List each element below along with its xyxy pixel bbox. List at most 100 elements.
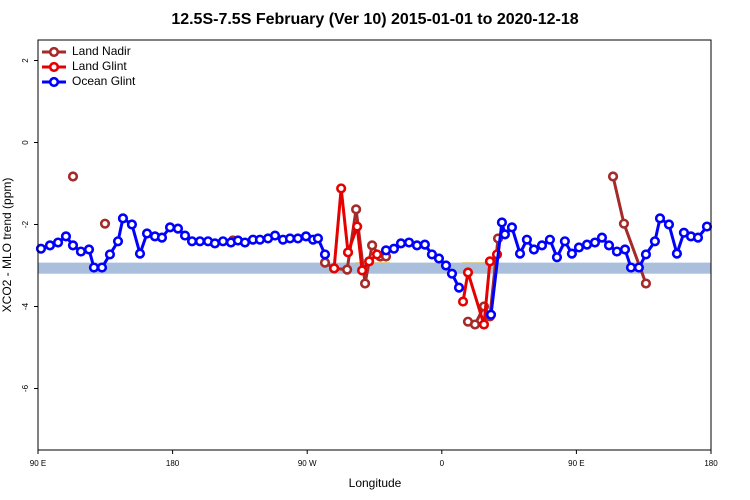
point-marker [514, 248, 526, 259]
point-marker [499, 229, 511, 240]
point-marker [134, 248, 146, 259]
x-tick-label: 180 [704, 459, 718, 468]
point-marker [633, 262, 645, 273]
point-marker [239, 237, 251, 248]
plot-area [35, 171, 713, 330]
point-marker [619, 244, 631, 255]
point-marker [649, 236, 661, 247]
point-marker [329, 263, 340, 274]
point-marker [141, 228, 153, 239]
legend-label: Land Nadir [72, 44, 131, 58]
point-marker [359, 278, 371, 289]
point-marker [380, 245, 392, 256]
point-marker [551, 252, 563, 263]
point-marker [319, 249, 331, 260]
point-marker [611, 246, 623, 257]
point-marker [179, 230, 191, 241]
y-axis-label: XCO2 - MLO trend (ppm) [0, 178, 14, 313]
point-marker [671, 248, 683, 259]
point-marker [607, 171, 619, 182]
x-tick-label: 0 [440, 459, 445, 468]
legend-marker [48, 46, 60, 58]
point-marker [573, 242, 585, 253]
point-marker [484, 256, 496, 267]
point-marker [536, 240, 548, 251]
point-marker [701, 221, 713, 232]
point-marker [44, 240, 56, 251]
point-marker [559, 236, 570, 247]
y-tick-label: 0 [21, 140, 30, 145]
point-marker [433, 253, 445, 264]
point-marker [172, 223, 184, 234]
point-marker [269, 230, 281, 241]
point-marker [156, 232, 168, 243]
point-marker [364, 256, 375, 267]
point-marker [566, 248, 578, 259]
point-marker [371, 249, 383, 260]
point-marker [453, 282, 465, 293]
point-marker [640, 278, 652, 289]
point-marker [419, 239, 431, 250]
x-tick-label: 90 E [568, 459, 584, 468]
point-marker [692, 232, 704, 243]
point-marker [217, 236, 229, 247]
point-marker [640, 249, 652, 260]
point-marker [319, 257, 331, 268]
point-marker [596, 232, 608, 243]
point-marker [112, 236, 124, 247]
x-axis-label: Longitude [349, 476, 402, 490]
point-marker [618, 218, 630, 229]
point-marker [88, 262, 100, 273]
point-marker [164, 222, 176, 233]
point-marker [496, 217, 508, 228]
point-marker [469, 319, 481, 330]
point-marker [388, 243, 400, 254]
point-marker [336, 183, 347, 194]
point-marker [521, 234, 532, 245]
y-tick-label: -2 [21, 220, 30, 228]
point-marker [83, 244, 95, 255]
x-tick-label: 90 W [298, 459, 317, 468]
y-tick-label: -4 [21, 302, 30, 310]
point-marker [284, 233, 296, 244]
point-marker [35, 243, 47, 254]
point-marker [351, 204, 362, 215]
point-marker [462, 267, 474, 278]
point-marker [367, 240, 378, 251]
point-marker [356, 265, 368, 276]
point-marker [312, 233, 324, 244]
point-marker [403, 237, 415, 248]
point-marker [528, 244, 540, 255]
x-tick-label: 180 [166, 459, 180, 468]
point-marker [663, 219, 675, 230]
point-marker [67, 240, 79, 251]
point-marker [485, 309, 497, 320]
point-marker [395, 238, 407, 249]
reference-band [38, 262, 711, 274]
point-marker [426, 249, 438, 260]
point-marker [544, 234, 556, 245]
point-marker [194, 236, 206, 247]
y-tick-label: 2 [21, 58, 30, 63]
point-marker [603, 240, 615, 251]
point-marker [52, 237, 64, 248]
point-marker [117, 213, 129, 224]
point-marker [186, 236, 198, 247]
point-marker [411, 240, 423, 251]
legend-marker [48, 76, 60, 88]
point-marker [96, 262, 108, 273]
point-marker [254, 234, 266, 245]
point-marker [342, 247, 354, 258]
point-marker [104, 249, 116, 260]
point-marker [589, 237, 601, 248]
point-marker [67, 171, 79, 182]
point-marker [446, 268, 458, 279]
point-marker [457, 296, 469, 307]
point-marker [478, 319, 490, 330]
point-marker [99, 218, 111, 229]
point-marker [625, 262, 637, 273]
legend-label: Land Glint [72, 59, 127, 73]
point-marker [209, 238, 221, 249]
legend-label: Ocean Glint [72, 74, 136, 88]
